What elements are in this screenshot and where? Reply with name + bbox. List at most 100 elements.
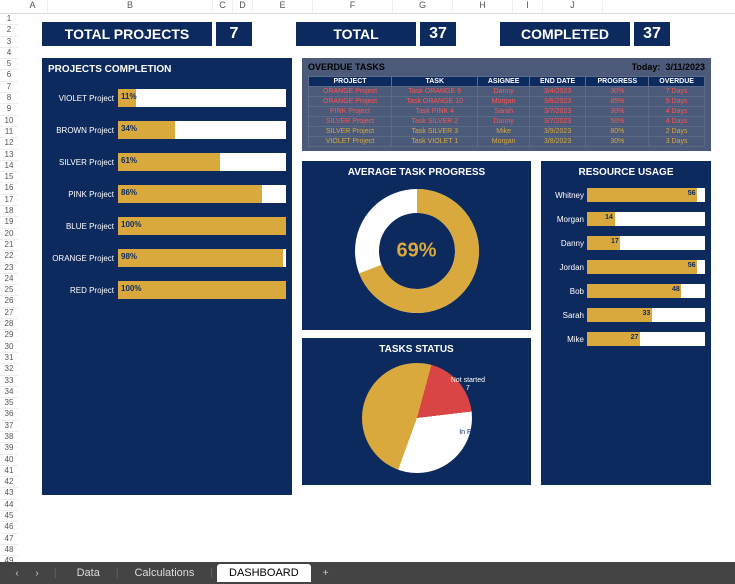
project-bar: 34% [118, 121, 286, 139]
tab-add[interactable]: + [313, 568, 339, 579]
kpi-value: 7 [216, 22, 252, 46]
resource-label: Mike [547, 335, 587, 344]
row-header[interactable]: 19 [0, 217, 18, 228]
row-header[interactable]: 9 [0, 104, 18, 115]
col-header[interactable]: G [393, 0, 453, 13]
row-header[interactable]: 27 [0, 308, 18, 319]
row-header[interactable]: 28 [0, 319, 18, 330]
overdue-row: ORANGE ProjectTask ORANGE 9Danny3/4/2023… [309, 87, 705, 97]
col-header[interactable]: E [253, 0, 313, 13]
avg-progress-value: 69% [396, 240, 436, 263]
row-header[interactable]: 3 [0, 37, 18, 48]
row-header[interactable]: 37 [0, 421, 18, 432]
row-header[interactable]: 46 [0, 522, 18, 533]
row-header[interactable]: 11 [0, 127, 18, 138]
project-label: VIOLET Project [48, 94, 118, 103]
row-header[interactable]: 4 [0, 48, 18, 59]
project-row: VIOLET Project11% [48, 89, 286, 107]
resource-label: Danny [547, 239, 587, 248]
row-header[interactable]: 21 [0, 240, 18, 251]
row-header[interactable]: 35 [0, 398, 18, 409]
row-header[interactable]: 29 [0, 330, 18, 341]
project-bar: 98% [118, 249, 286, 267]
project-bar: 100% [118, 281, 286, 299]
row-header[interactable]: 31 [0, 353, 18, 364]
row-header[interactable]: 16 [0, 183, 18, 194]
row-header[interactable]: 17 [0, 195, 18, 206]
row-header[interactable]: 45 [0, 511, 18, 522]
project-label: BROWN Project [48, 126, 118, 135]
row-header[interactable]: 13 [0, 150, 18, 161]
col-header[interactable]: B [48, 0, 213, 13]
row-header[interactable]: 41 [0, 466, 18, 477]
project-row: BROWN Project34% [48, 121, 286, 139]
overdue-row: SILVER ProjectTask SILVER 3Mike3/9/20238… [309, 127, 705, 137]
tab-nav-next[interactable]: › [28, 568, 46, 579]
row-header[interactable]: 34 [0, 387, 18, 398]
row-header[interactable]: 6 [0, 70, 18, 81]
row-header[interactable]: 38 [0, 432, 18, 443]
overdue-col-header: END DATE [529, 77, 586, 87]
row-header[interactable]: 32 [0, 364, 18, 375]
col-header[interactable]: C [213, 0, 233, 13]
row-header[interactable]: 39 [0, 443, 18, 454]
row-header[interactable]: 12 [0, 138, 18, 149]
row-header[interactable]: 48 [0, 545, 18, 556]
avg-progress-title: AVERAGE TASK PROGRESS [308, 167, 525, 178]
row-header[interactable]: 20 [0, 229, 18, 240]
project-label: BLUE Project [48, 222, 118, 231]
col-header[interactable]: I [513, 0, 543, 13]
row-header[interactable]: 24 [0, 274, 18, 285]
row-header[interactable]: 15 [0, 172, 18, 183]
project-bar: 61% [118, 153, 286, 171]
resource-label: Morgan [547, 215, 587, 224]
row-header[interactable]: 25 [0, 285, 18, 296]
tab-nav-prev[interactable]: ‹ [8, 568, 26, 579]
project-row: BLUE Project100% [48, 217, 286, 235]
project-row: PINK Project86% [48, 185, 286, 203]
col-header[interactable]: A [18, 0, 48, 13]
sheet-tab[interactable]: Calculations [122, 564, 206, 582]
row-header[interactable]: 44 [0, 500, 18, 511]
row-header[interactable]: 5 [0, 59, 18, 70]
row-header[interactable]: 10 [0, 116, 18, 127]
row-header[interactable]: 47 [0, 534, 18, 545]
resource-row: Whitney56 [547, 188, 705, 202]
row-header[interactable]: 18 [0, 206, 18, 217]
row-header[interactable]: 7 [0, 82, 18, 93]
project-label: SILVER Project [48, 158, 118, 167]
pie-label-inprogress: In Progress12 [459, 429, 495, 444]
resource-usage-panel: RESOURCE USAGE Whitney56Morgan14Danny17J… [541, 161, 711, 485]
col-header[interactable]: F [313, 0, 393, 13]
overdue-row: ORANGE ProjectTask ORANGE 10Morgan3/6/20… [309, 97, 705, 107]
resource-row: Morgan14 [547, 212, 705, 226]
overdue-col-header: ASIGNEE [478, 77, 529, 87]
row-header[interactable]: 33 [0, 376, 18, 387]
col-header[interactable]: H [453, 0, 513, 13]
resource-row: Mike27 [547, 332, 705, 346]
resource-label: Sarah [547, 311, 587, 320]
row-header[interactable]: 36 [0, 409, 18, 420]
project-bar: 11% [118, 89, 286, 107]
row-header[interactable]: 2 [0, 25, 18, 36]
row-header[interactable]: 14 [0, 161, 18, 172]
sheet-area: TOTAL PROJECTS7TOTAL37COMPLETED37 PROJEC… [18, 14, 735, 562]
row-header[interactable]: 23 [0, 263, 18, 274]
row-header[interactable]: 22 [0, 251, 18, 262]
overdue-row: SILVER ProjectTask SILVER 2Danny3/7/2023… [309, 117, 705, 127]
sheet-tab[interactable]: DASHBOARD [217, 564, 311, 582]
row-header[interactable]: 42 [0, 477, 18, 488]
kpi-label: TOTAL PROJECTS [42, 22, 212, 46]
sheet-tab[interactable]: Data [65, 564, 112, 582]
col-header[interactable]: D [233, 0, 253, 13]
row-header[interactable]: 8 [0, 93, 18, 104]
project-label: RED Project [48, 286, 118, 295]
col-header[interactable]: J [543, 0, 603, 13]
row-header[interactable]: 40 [0, 455, 18, 466]
row-header[interactable]: 26 [0, 296, 18, 307]
kpi-value: 37 [420, 22, 456, 46]
row-header[interactable]: 1 [0, 14, 18, 25]
row-header[interactable]: 30 [0, 342, 18, 353]
row-header[interactable]: 43 [0, 488, 18, 499]
resource-bar: 56 [587, 260, 705, 274]
